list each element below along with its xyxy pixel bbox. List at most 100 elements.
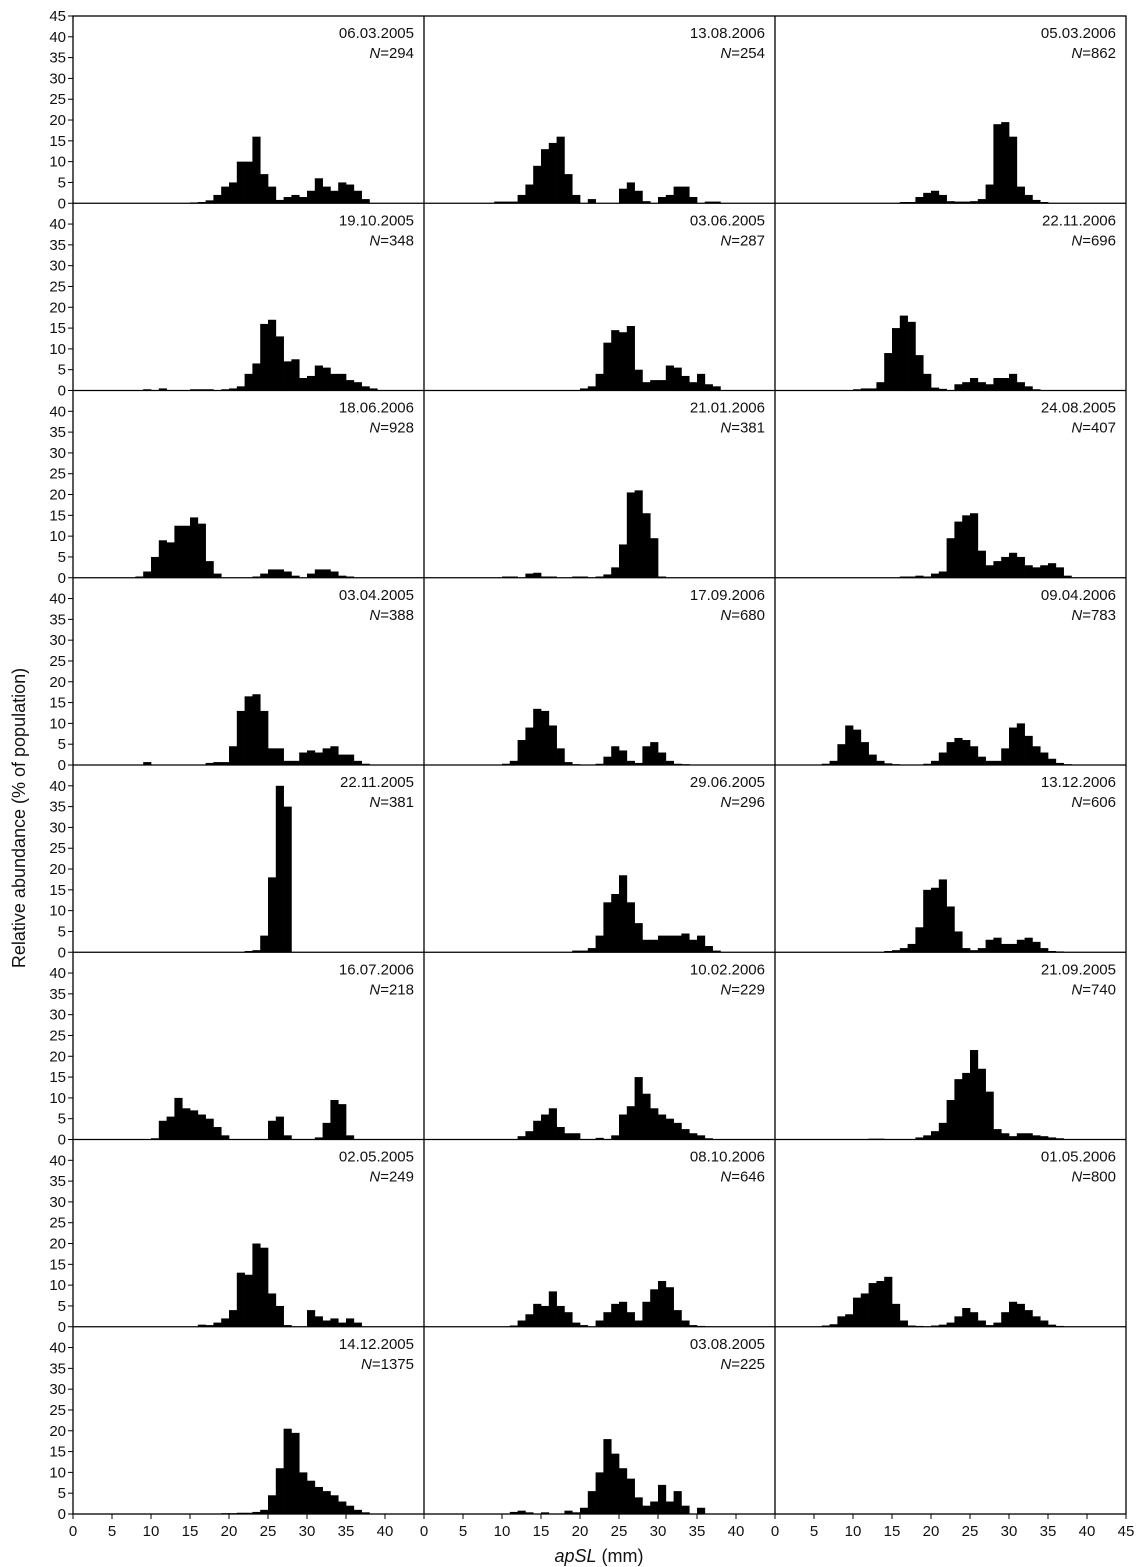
panel-n-symbol: N xyxy=(720,1169,731,1186)
histogram-bar xyxy=(603,342,612,391)
histogram-bar xyxy=(314,569,323,578)
histogram-bar xyxy=(946,906,955,953)
histogram-bar xyxy=(619,750,628,765)
histogram-bar xyxy=(962,948,971,953)
histogram-bar xyxy=(626,1312,635,1327)
histogram-bar xyxy=(1024,565,1033,578)
x-tick-label: 30 xyxy=(650,1523,667,1540)
histogram-bar xyxy=(533,708,542,765)
y-tick-label: 30 xyxy=(49,1007,66,1024)
histogram-bar xyxy=(533,572,542,578)
panel-n-label: N=287 xyxy=(720,232,765,249)
panel-n-value: =646 xyxy=(731,1169,765,1186)
histogram-bar xyxy=(548,1108,557,1140)
panel-n-label: N=229 xyxy=(720,981,765,998)
y-tick-label: 20 xyxy=(49,112,66,129)
histogram-panel: 01.05.2006 N=800 xyxy=(821,1149,1116,1327)
histogram-bar xyxy=(860,388,869,391)
y-tick-label: 0 xyxy=(58,944,66,961)
panel-date-label: 22.11.2005 xyxy=(340,774,414,791)
histogram-bar xyxy=(642,939,651,953)
histogram-bar xyxy=(938,1122,947,1140)
histogram-bar xyxy=(213,1322,222,1327)
histogram-bar xyxy=(361,1512,370,1514)
panel-n-symbol: N xyxy=(1071,794,1082,811)
histogram-bar xyxy=(946,201,955,204)
histogram-bar xyxy=(634,1320,643,1327)
histogram-bar xyxy=(283,1428,292,1514)
panel-n-symbol: N xyxy=(720,607,731,624)
histogram-bar xyxy=(915,197,924,204)
histogram-bar xyxy=(689,197,698,204)
histogram-bar xyxy=(338,754,347,765)
histogram-bar xyxy=(143,762,152,765)
histogram-bar xyxy=(1024,735,1033,765)
histogram-bar xyxy=(1001,122,1010,204)
panel-n-value: =862 xyxy=(1082,45,1116,62)
panel-n-label: N=296 xyxy=(720,794,765,811)
histogram-bar xyxy=(993,124,1002,204)
x-tick-label: 45 xyxy=(1118,1523,1135,1540)
histogram-bar xyxy=(556,136,565,204)
y-tick-label: 35 xyxy=(49,424,66,441)
histogram-bar xyxy=(307,1310,316,1327)
histogram-bar xyxy=(314,178,323,204)
histogram-bar xyxy=(1024,1133,1033,1140)
y-tick-label: 5 xyxy=(58,549,66,566)
y-tick-label: 20 xyxy=(49,1423,66,1440)
histogram-bar xyxy=(899,1320,908,1327)
histogram-bar xyxy=(283,760,292,765)
histogram-bar xyxy=(307,190,316,204)
histogram-bar xyxy=(626,1478,635,1514)
y-tick-label: 5 xyxy=(58,923,66,940)
histogram-bar xyxy=(322,1491,331,1514)
histogram-bar xyxy=(564,1510,573,1514)
histogram-bar xyxy=(681,933,690,953)
histogram-bar xyxy=(330,1099,339,1140)
y-tick-label: 20 xyxy=(49,1048,66,1065)
histogram-bar xyxy=(252,1243,261,1327)
histogram-bar xyxy=(962,515,971,578)
panel-n-label: N=646 xyxy=(720,1169,765,1186)
histogram-bar xyxy=(338,1104,347,1140)
histogram-bar xyxy=(946,1099,955,1140)
histogram-bar xyxy=(1048,563,1057,578)
y-tick-label: 0 xyxy=(58,1506,66,1523)
histogram-bar xyxy=(252,136,261,204)
histogram-bar xyxy=(1040,752,1049,765)
histogram-bar xyxy=(1016,186,1025,204)
histogram-bar xyxy=(260,573,269,578)
histogram-bar xyxy=(353,190,362,204)
panel-n-label: N=381 xyxy=(720,420,765,437)
histogram-bar xyxy=(704,384,713,391)
panel-n-symbol: N xyxy=(1071,45,1082,62)
histogram-bar xyxy=(580,1325,589,1327)
histogram-bar xyxy=(603,902,612,953)
histogram-bar xyxy=(275,199,284,204)
histogram-bar xyxy=(517,194,526,204)
histogram-bar xyxy=(525,184,534,204)
x-axis-title-unit: (mm) xyxy=(602,1546,644,1566)
histogram-bar xyxy=(931,190,940,204)
histogram-bar xyxy=(330,190,339,204)
histogram-bar xyxy=(346,380,355,391)
histogram-bar xyxy=(1024,194,1033,204)
histogram-bar xyxy=(275,1468,284,1514)
histogram-bar xyxy=(946,742,955,765)
histogram-bar xyxy=(704,201,713,204)
histogram-bar xyxy=(587,199,596,204)
y-tick-label: 30 xyxy=(49,70,66,87)
histogram-bar xyxy=(962,1308,971,1327)
histogram-bar xyxy=(330,1495,339,1514)
histogram-bar xyxy=(954,521,963,578)
histogram-bar xyxy=(346,754,355,765)
histogram-bar xyxy=(892,1303,901,1327)
histogram-bar xyxy=(353,760,362,765)
x-tick-label: 40 xyxy=(1079,1523,1096,1540)
panel-n-label: N=381 xyxy=(369,794,414,811)
y-tick-label: 15 xyxy=(49,1069,66,1086)
histogram-bar xyxy=(697,1135,706,1140)
histogram-bar xyxy=(946,1322,955,1327)
histogram-bar xyxy=(938,571,947,578)
histogram-bar xyxy=(611,1303,620,1327)
